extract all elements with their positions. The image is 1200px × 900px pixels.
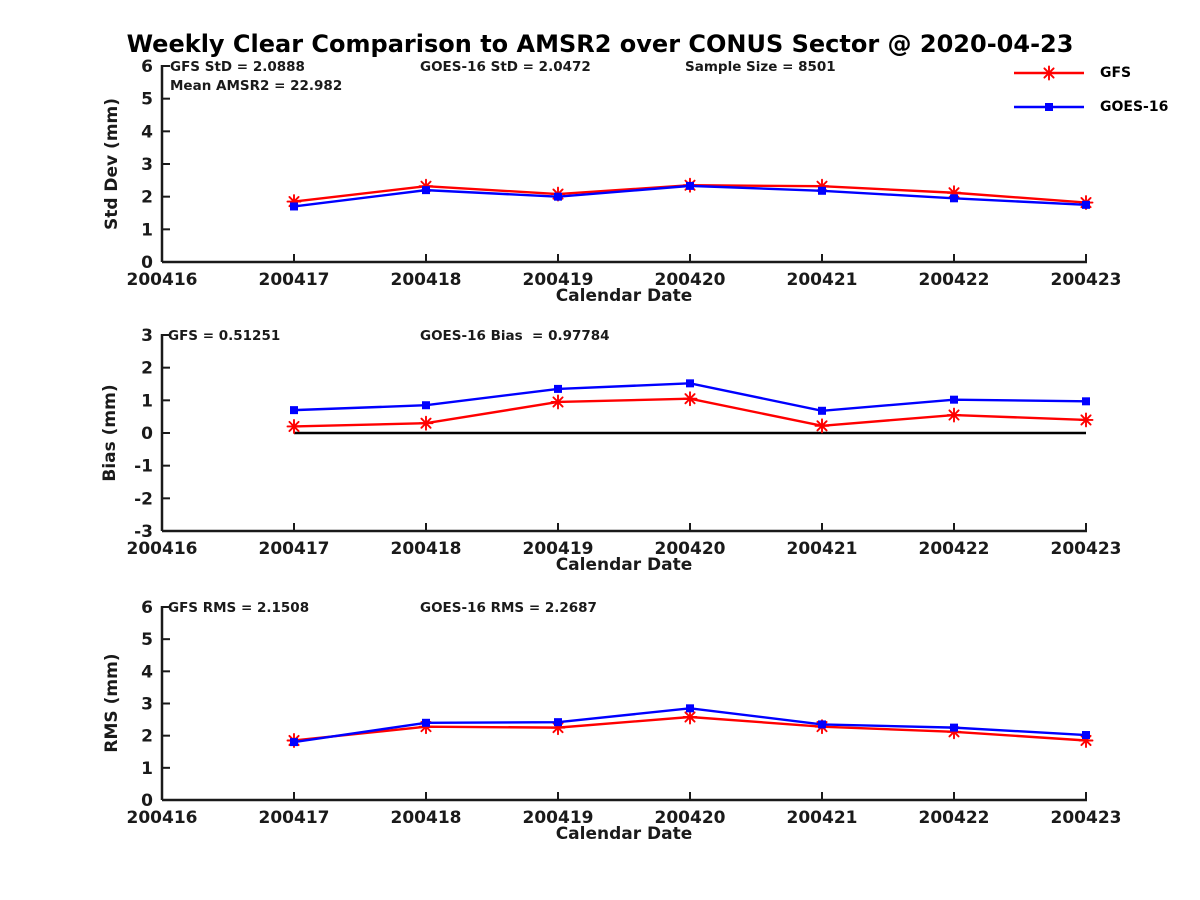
svg-text:200422: 200422: [919, 808, 990, 828]
rms-annotation-goes16: GOES-16 RMS = 2.2687: [420, 600, 597, 616]
bias-y-axis-label: Bias (mm): [100, 384, 120, 482]
svg-text:200417: 200417: [259, 539, 330, 559]
svg-text:200419: 200419: [523, 539, 594, 559]
svg-text:200417: 200417: [259, 808, 330, 828]
svg-text:2: 2: [141, 188, 153, 208]
svg-text:200418: 200418: [391, 539, 462, 559]
stddev-y-axis-label: Std Dev (mm): [102, 97, 122, 231]
svg-text:200419: 200419: [523, 808, 594, 828]
svg-text:200418: 200418: [391, 808, 462, 828]
svg-text:1: 1: [141, 759, 153, 779]
gfs-line-asterisk-icon: [1014, 65, 1084, 81]
svg-text:0: 0: [141, 424, 153, 444]
svg-text:6: 6: [141, 57, 153, 77]
plot-rms: 200416 200417 200418 200419 200420 200421 2004…: [127, 598, 1122, 828]
svg-text:3: 3: [141, 695, 153, 715]
svg-text:200423: 200423: [1051, 808, 1122, 828]
series-GFS: [286, 391, 1094, 434]
svg-text:6: 6: [141, 598, 153, 618]
goes16-line-square-icon: [1014, 103, 1084, 111]
stddev-annotation-goes16: GOES-16 StD = 2.0472: [420, 59, 591, 75]
plot-std-dev: 200416 200417 200418 200419 200420 200421 2004…: [127, 57, 1122, 290]
stddev-annotation-mean-amsr2: Mean AMSR2 = 22.982: [170, 78, 343, 94]
svg-text:200420: 200420: [655, 808, 726, 828]
svg-text:200421: 200421: [787, 270, 858, 290]
plot-bias: 200416 200417 200418 200419 200420 200421 2004…: [127, 326, 1122, 559]
svg-text:200421: 200421: [787, 539, 858, 559]
legend-label-goes16: GOES-16: [1100, 99, 1169, 115]
svg-text:200418: 200418: [391, 270, 462, 290]
svg-text:3: 3: [141, 326, 153, 346]
svg-text:200420: 200420: [655, 539, 726, 559]
svg-text:-1: -1: [134, 457, 153, 477]
stddev-x-axis-label: Calendar Date: [555, 286, 693, 306]
legend: GFS GOES-16: [1012, 62, 1168, 130]
svg-text:2: 2: [141, 727, 153, 747]
svg-text:4: 4: [141, 662, 153, 682]
svg-text:200419: 200419: [523, 270, 594, 290]
legend-item-gfs: GFS: [1012, 62, 1168, 84]
series-GOES-16: [290, 181, 1090, 211]
rms-annotation-gfs: GFS RMS = 2.1508: [168, 600, 310, 616]
svg-text:200422: 200422: [919, 539, 990, 559]
svg-text:2: 2: [141, 359, 153, 379]
svg-text:0: 0: [141, 791, 153, 811]
svg-text:0: 0: [141, 253, 153, 273]
svg-text:3: 3: [141, 155, 153, 175]
legend-item-goes16: GOES-16: [1012, 96, 1168, 118]
svg-text:1: 1: [141, 220, 153, 240]
page-title: Weekly Clear Comparison to AMSR2 over CO…: [126, 30, 1074, 58]
series-GOES-16: [290, 379, 1090, 415]
rms-y-axis-label: RMS (mm): [102, 653, 122, 753]
svg-text:-3: -3: [134, 522, 153, 542]
svg-text:200416: 200416: [127, 539, 198, 559]
svg-text:4: 4: [141, 122, 153, 142]
bias-annotation-gfs: GFS = 0.51251: [168, 328, 281, 344]
bias-x-axis-label: Calendar Date: [555, 555, 693, 575]
svg-text:-2: -2: [134, 489, 153, 509]
svg-text:200422: 200422: [919, 270, 990, 290]
svg-text:5: 5: [141, 630, 153, 650]
svg-text:5: 5: [141, 90, 153, 110]
bias-annotation-goes16: GOES-16 Bias = 0.97784: [420, 328, 610, 344]
legend-label-gfs: GFS: [1100, 65, 1132, 81]
svg-text:200417: 200417: [259, 270, 330, 290]
rms-x-axis-label: Calendar Date: [555, 824, 693, 844]
svg-text:200416: 200416: [127, 808, 198, 828]
svg-text:200416: 200416: [127, 270, 198, 290]
svg-text:200420: 200420: [655, 270, 726, 290]
svg-text:1: 1: [141, 391, 153, 411]
stddev-annotation-sample-size: Sample Size = 8501: [685, 59, 836, 75]
svg-text:200421: 200421: [787, 808, 858, 828]
stddev-annotation-gfs: GFS StD = 2.0888: [170, 59, 305, 75]
svg-text:200423: 200423: [1051, 539, 1122, 559]
series-GOES-16: [290, 704, 1090, 747]
svg-text:200423: 200423: [1051, 270, 1122, 290]
